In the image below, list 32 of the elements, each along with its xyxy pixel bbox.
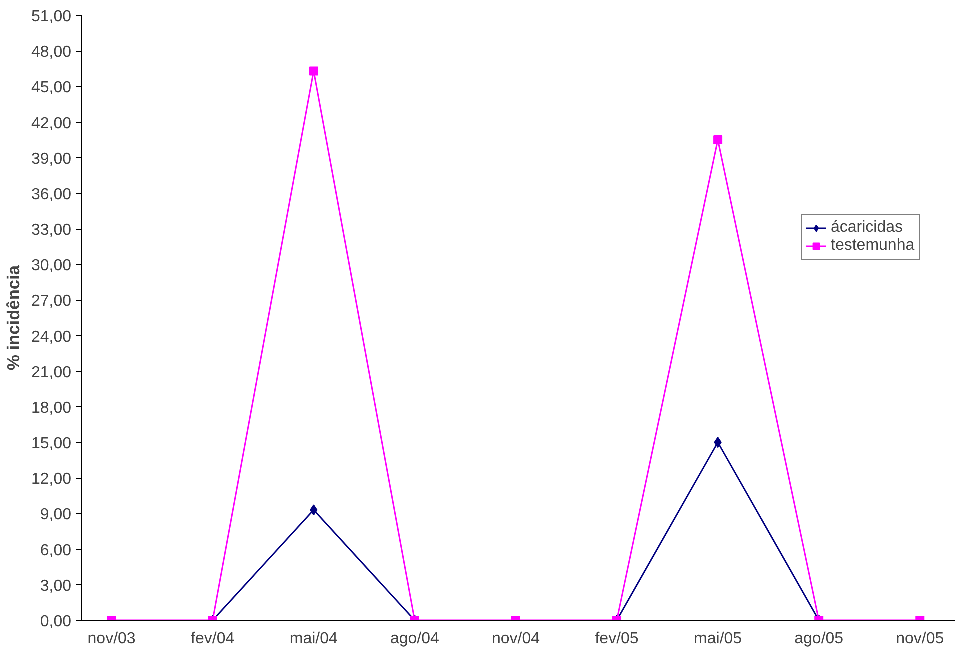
- y-tick-label: 48,00: [31, 44, 72, 62]
- point: [309, 66, 318, 76]
- y-axis-title: % incidência: [3, 265, 24, 370]
- y-tick-label: 36,00: [31, 186, 72, 204]
- y-tick-label: 30,00: [31, 258, 72, 275]
- legend-label: ácaricidas: [831, 219, 904, 237]
- point: [714, 136, 723, 145]
- y-tick-label: 24,00: [31, 328, 72, 346]
- x-tick-label: ago/04: [390, 630, 440, 648]
- x-tick-label: ago/05: [794, 630, 844, 648]
- x-tick-label: mai/04: [290, 630, 338, 648]
- x-tick-label: fev/05: [595, 630, 639, 648]
- y-tick-label: 6,00: [40, 542, 72, 560]
- y-tick-label: 27,00: [31, 293, 72, 310]
- y-tick-label: 21,00: [31, 364, 72, 382]
- y-tick-label: 18,00: [31, 400, 72, 417]
- y-tick-label: 39,00: [31, 150, 72, 168]
- y-tick-label: 9,00: [40, 506, 72, 524]
- y-tick-label: 3,00: [40, 578, 72, 595]
- y-tick-label: 12,00: [31, 471, 72, 488]
- y-tick-label: 0,00: [40, 614, 72, 630]
- x-tick-label: nov/03: [88, 630, 136, 648]
- y-tick-label: 45,00: [31, 80, 72, 97]
- x-tick-label: nov/05: [896, 630, 944, 648]
- x-tick-label: mai/05: [694, 630, 742, 648]
- x-tick-label: nov/04: [492, 630, 540, 648]
- y-tick-label: 42,00: [31, 115, 72, 132]
- legend-label: testemunha: [831, 237, 915, 255]
- x-tick-label: fev/04: [191, 630, 235, 648]
- y-tick-label: 33,00: [31, 222, 72, 240]
- y-tick-label: 51,00: [31, 8, 72, 26]
- y-tick-label: 15,00: [31, 436, 72, 453]
